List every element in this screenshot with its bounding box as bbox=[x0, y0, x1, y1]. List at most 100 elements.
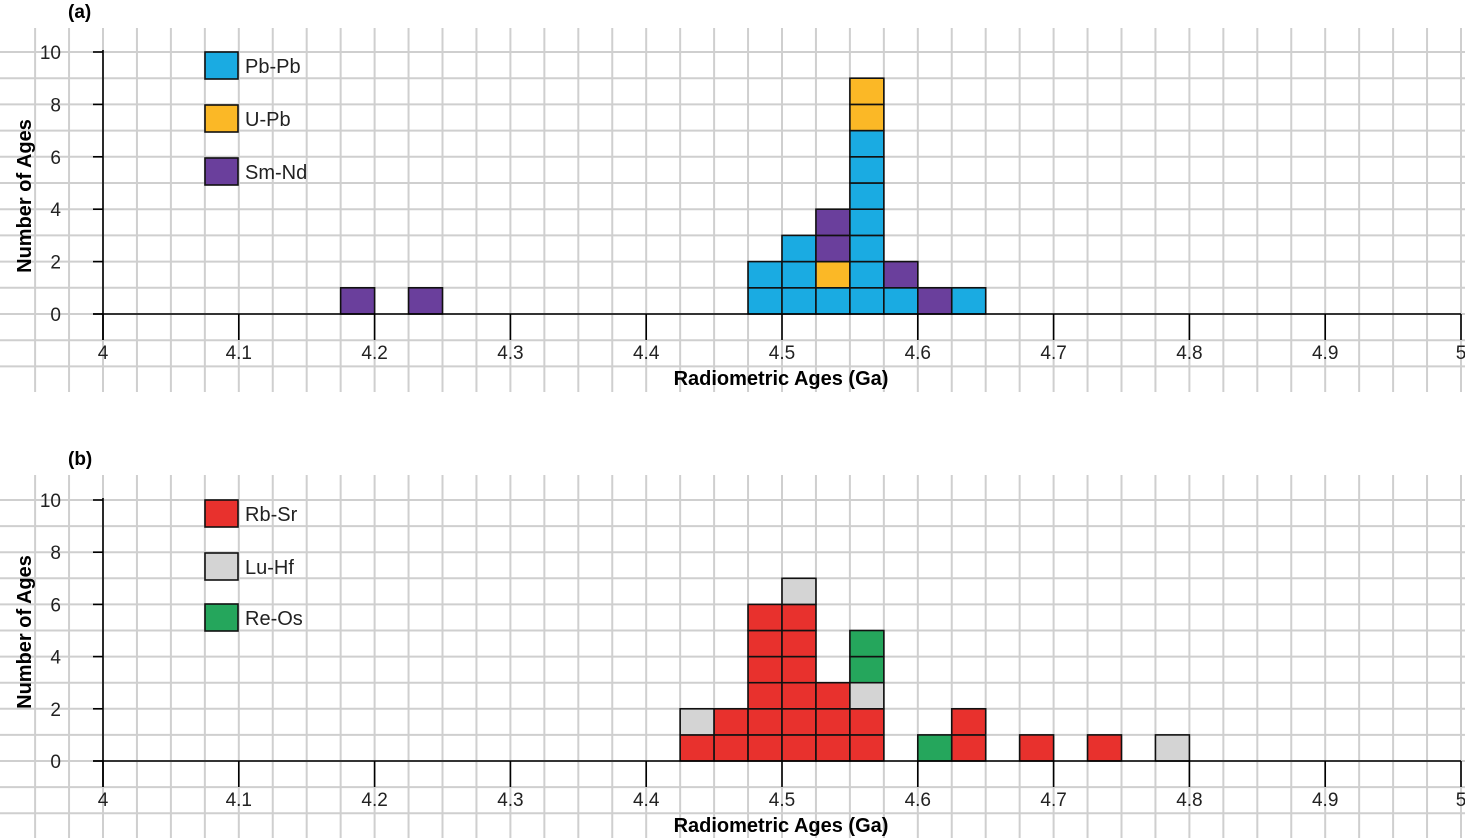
legend-label: U-Pb bbox=[245, 109, 291, 131]
bar-cell-rb-sr bbox=[713, 734, 749, 762]
bar-cell-sm-nd bbox=[815, 208, 851, 237]
bar-cell-rb-sr bbox=[747, 681, 783, 710]
legend-item: Pb-Pb bbox=[204, 51, 301, 80]
bar-cell-rb-sr bbox=[781, 603, 817, 632]
bar-cell-pb-pb bbox=[849, 260, 885, 289]
legend-swatch bbox=[204, 603, 239, 632]
legend-label: Re-Os bbox=[245, 608, 303, 630]
bar-cell-pb-pb bbox=[849, 129, 885, 158]
y-tick-label: 6 bbox=[50, 148, 61, 169]
y-tick-label: 8 bbox=[50, 543, 61, 564]
bar-cell-re-os bbox=[916, 734, 953, 762]
legend-swatch bbox=[204, 499, 239, 528]
x-tick-label: 4.4 bbox=[633, 343, 660, 364]
x-tick-label: 4.5 bbox=[769, 790, 795, 811]
bar-cell-rb-sr bbox=[781, 707, 817, 736]
bar-cell-rb-sr bbox=[713, 707, 749, 736]
grid bbox=[0, 475, 1465, 838]
bar-cell-sm-nd bbox=[815, 234, 851, 263]
x-tick-label: 4.9 bbox=[1312, 790, 1338, 811]
bar-cell-pb-pb bbox=[781, 260, 817, 289]
bar-cell-u-pb bbox=[849, 77, 885, 106]
y-tick-label: 10 bbox=[40, 43, 61, 64]
x-tick-label: 5 bbox=[1456, 790, 1465, 811]
bar-cell-rb-sr bbox=[747, 629, 783, 658]
bar-cell-pb-pb bbox=[950, 286, 987, 315]
x-tick-label: 4.6 bbox=[905, 790, 931, 811]
x-tick-label: 4.7 bbox=[1040, 790, 1066, 811]
bar-cell-pb-pb bbox=[849, 156, 885, 184]
legend-item: Sm-Nd bbox=[204, 157, 307, 186]
legend-label: Pb-Pb bbox=[245, 56, 301, 78]
bar-cell-pb-pb bbox=[747, 260, 783, 289]
bar-cell-rb-sr bbox=[781, 734, 817, 762]
bar-cell-rb-sr bbox=[781, 681, 817, 710]
legend-item: U-Pb bbox=[204, 104, 291, 133]
legend: Pb-Pb U-Pb Sm-Nd bbox=[204, 51, 307, 186]
bar-cell-pb-pb bbox=[781, 234, 817, 263]
x-tick-label: 4.4 bbox=[633, 790, 660, 811]
grid bbox=[0, 28, 1465, 392]
bar-cell-pb-pb bbox=[815, 286, 851, 315]
x-tick-label: 4.3 bbox=[497, 790, 523, 811]
bar-cell-re-os bbox=[849, 655, 885, 684]
bar-cell-rb-sr bbox=[747, 707, 783, 736]
bar-cell-rb-sr bbox=[679, 734, 715, 762]
bar-cell-rb-sr bbox=[747, 734, 783, 762]
y-tick-label: 6 bbox=[50, 595, 61, 616]
legend-item: Lu-Hf bbox=[204, 552, 294, 581]
bar-cell-rb-sr bbox=[815, 734, 851, 762]
bar-cell-rb-sr bbox=[815, 707, 851, 736]
axes bbox=[93, 498, 1461, 787]
x-tick-label: 4 bbox=[98, 343, 109, 364]
y-axis-title: Number of Ages bbox=[14, 119, 36, 273]
bar-cell-rb-sr bbox=[1086, 734, 1123, 762]
x-tick-label: 4.5 bbox=[769, 343, 795, 364]
bar-cell-u-pb bbox=[849, 103, 885, 132]
y-tick-label: 4 bbox=[50, 648, 61, 669]
legend-swatch bbox=[204, 104, 239, 133]
y-tick-label: 10 bbox=[40, 491, 61, 512]
bar-cell-rb-sr bbox=[815, 681, 851, 710]
bar-cell-u-pb bbox=[815, 260, 851, 289]
bar-cell-sm-nd bbox=[883, 260, 919, 289]
bar-cell-rb-sr bbox=[950, 734, 987, 762]
x-tick-label: 4.8 bbox=[1176, 343, 1202, 364]
x-tick-label: 4.7 bbox=[1040, 343, 1066, 364]
legend: Rb-Sr Lu-Hf Re-Os bbox=[204, 499, 303, 632]
bar-cell-re-os bbox=[849, 629, 885, 658]
y-tick-label: 0 bbox=[50, 305, 61, 326]
x-tick-label: 5 bbox=[1456, 343, 1465, 364]
x-tick-label: 4.2 bbox=[361, 343, 387, 364]
x-axis-title: Radiometric Ages (Ga) bbox=[674, 368, 889, 390]
legend-swatch bbox=[204, 51, 239, 80]
bar-cell-lu-hf bbox=[849, 681, 885, 710]
bar-cell-pb-pb bbox=[849, 208, 885, 237]
x-tick-label: 4.1 bbox=[226, 790, 252, 811]
bar-cell-lu-hf bbox=[1154, 734, 1191, 762]
bars bbox=[339, 77, 987, 315]
y-tick-label: 4 bbox=[50, 200, 61, 221]
bar-cell-lu-hf bbox=[679, 707, 715, 736]
legend-item: Re-Os bbox=[204, 603, 303, 632]
x-tick-label: 4.2 bbox=[361, 790, 387, 811]
axes bbox=[93, 50, 1461, 340]
bar-cell-rb-sr bbox=[950, 707, 987, 736]
y-tick-label: 2 bbox=[50, 700, 61, 721]
bar-cell-rb-sr bbox=[747, 603, 783, 632]
y-tick-label: 8 bbox=[50, 95, 61, 116]
bar-cell-rb-sr bbox=[849, 734, 885, 762]
bar-cell-pb-pb bbox=[849, 182, 885, 211]
legend-label: Lu-Hf bbox=[245, 557, 294, 579]
bar-cell-pb-pb bbox=[747, 286, 783, 315]
legend-label: Rb-Sr bbox=[245, 504, 298, 526]
bars bbox=[679, 577, 1191, 762]
legend-label: Sm-Nd bbox=[245, 162, 307, 184]
bar-cell-rb-sr bbox=[747, 655, 783, 684]
bar-cell-pb-pb bbox=[883, 286, 919, 315]
panel-label: (b) bbox=[68, 449, 92, 470]
x-tick-label: 4.3 bbox=[497, 343, 523, 364]
panel-label: (a) bbox=[68, 2, 91, 23]
bar-cell-rb-sr bbox=[781, 655, 817, 684]
y-tick-label: 0 bbox=[50, 752, 61, 773]
